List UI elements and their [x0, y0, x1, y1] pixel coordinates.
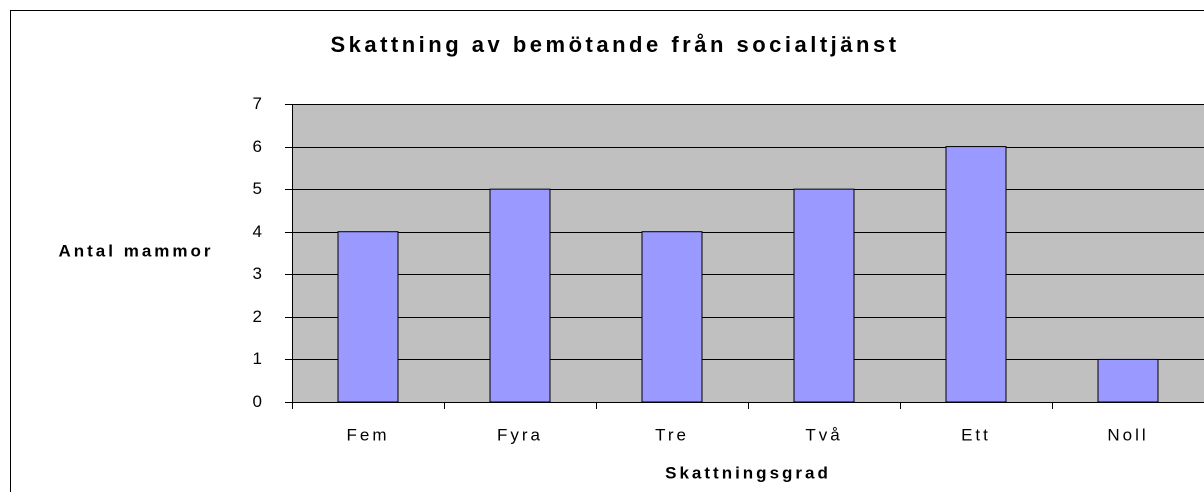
- x-tick-label: Tre: [655, 425, 689, 444]
- bar: [945, 146, 1007, 403]
- x-tick-label: Fyra: [497, 425, 543, 444]
- y-tick-label: 1: [253, 349, 262, 368]
- bar: [793, 188, 855, 403]
- x-axis-title: Skattningsgrad: [665, 463, 831, 482]
- y-tick-label: 4: [253, 222, 262, 241]
- y-tick-label: 2: [253, 307, 262, 326]
- plot-area: [292, 104, 1204, 402]
- y-tick-label: 7: [253, 94, 262, 113]
- x-tick-label: Två: [805, 425, 842, 444]
- y-axis-title: Antal mammor: [58, 241, 213, 260]
- x-tick-label: Noll: [1107, 425, 1148, 444]
- bar: [1097, 358, 1159, 403]
- x-tick-label: Fem: [347, 425, 390, 444]
- y-tick-label: 6: [253, 137, 262, 156]
- y-tick-label: 5: [253, 179, 262, 198]
- y-tick-label: 0: [253, 392, 262, 411]
- x-tick-label: Ett: [961, 425, 991, 444]
- bar: [641, 231, 703, 403]
- y-tick-label: 3: [253, 264, 262, 283]
- bar: [337, 231, 399, 403]
- chart-title: Skattning av bemötande från socialtjänst: [330, 32, 899, 57]
- bar: [489, 188, 551, 403]
